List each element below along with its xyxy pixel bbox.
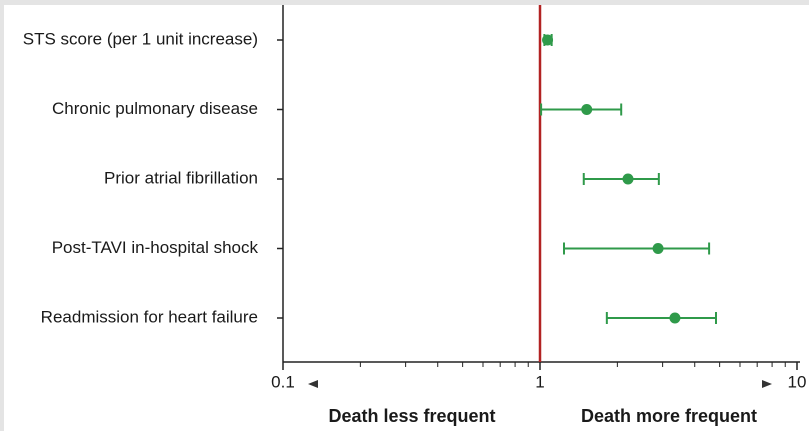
point <box>542 34 554 46</box>
point <box>669 312 681 324</box>
point <box>622 173 634 185</box>
x-tick-label: 0.1 <box>271 372 295 391</box>
arrow-right-head <box>762 380 772 388</box>
left-frame <box>0 0 4 431</box>
annotation: Death less frequent <box>328 406 495 426</box>
y-tick-label: Post-TAVI in-hospital shock <box>52 238 259 257</box>
x-tick-label: 1 <box>535 372 544 391</box>
top-frame <box>0 0 809 5</box>
y-tick-label: Readmission for heart failure <box>41 307 258 326</box>
arrow-left-head <box>308 380 318 388</box>
annotation: Death more frequent <box>581 406 757 426</box>
y-tick-label: STS score (per 1 unit increase) <box>23 29 258 48</box>
point <box>652 243 664 254</box>
y-tick-label: Prior atrial fibrillation <box>104 168 258 187</box>
point <box>581 104 593 115</box>
x-tick-label: 10 <box>788 372 807 391</box>
y-tick-label: Chronic pulmonary disease <box>52 99 258 118</box>
